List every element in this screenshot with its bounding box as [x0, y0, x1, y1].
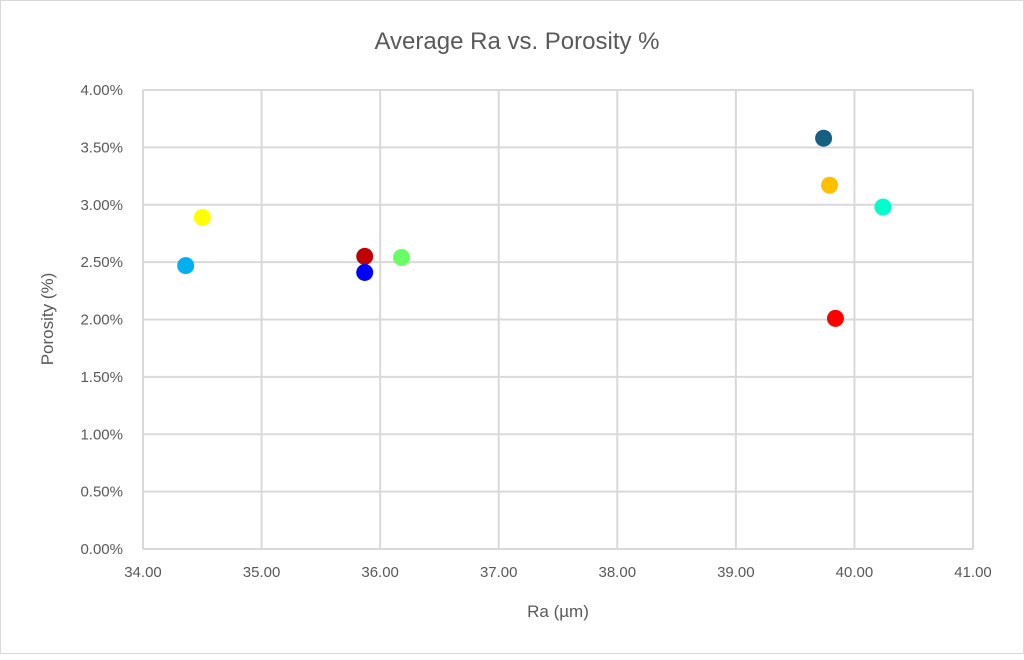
- data-point: [826, 309, 844, 327]
- tick-labels: 34.00 35.00 36.00 37.00 38.00 39.00 40.00 41.00…: [80, 82, 991, 581]
- data-point: [356, 263, 374, 281]
- data-point: [815, 129, 833, 147]
- y-tick-label: 2.50%: [80, 254, 123, 271]
- data-point: [874, 198, 892, 216]
- x-axis-label: Ra (µm): [527, 602, 589, 621]
- y-tick-label: 4.00%: [80, 82, 123, 99]
- y-tick-label: 1.00%: [80, 426, 123, 443]
- y-tick-label: 0.50%: [80, 484, 123, 501]
- y-tick-label: 0.00%: [80, 541, 123, 558]
- y-tick-label: 2.00%: [80, 312, 123, 329]
- y-axis-label: Porosity (%): [38, 273, 57, 366]
- x-tick-label: 40.00: [836, 564, 874, 581]
- x-tick-label: 39.00: [717, 564, 755, 581]
- x-tick-label: 41.00: [954, 564, 992, 581]
- x-tick-label: 36.00: [361, 564, 399, 581]
- y-tick-label: 3.00%: [80, 197, 123, 214]
- data-point: [356, 247, 374, 265]
- data-point: [392, 249, 410, 267]
- x-tick-label: 38.00: [599, 564, 637, 581]
- data-points: [177, 129, 892, 327]
- data-point: [193, 208, 211, 226]
- data-point: [177, 257, 195, 275]
- x-tick-label: 34.00: [124, 564, 162, 581]
- y-tick-label: 3.50%: [80, 139, 123, 156]
- data-point: [821, 176, 839, 194]
- y-tick-label: 1.50%: [80, 369, 123, 386]
- chart-title: Average Ra vs. Porosity %: [374, 28, 659, 55]
- x-tick-label: 35.00: [243, 564, 281, 581]
- x-tick-label: 37.00: [480, 564, 518, 581]
- gridlines: [142, 89, 974, 550]
